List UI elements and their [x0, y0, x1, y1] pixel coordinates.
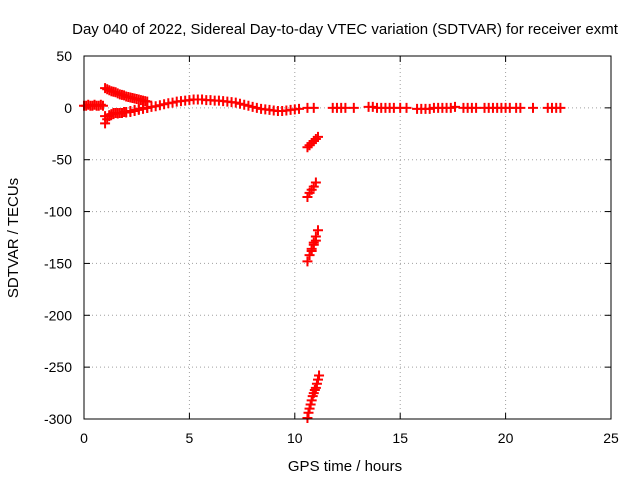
series-track-main-curve	[100, 94, 305, 122]
x-tick-label: 20	[498, 430, 514, 446]
y-axis-label: SDTVAR / TECUs	[5, 178, 22, 298]
series-track-drop-4	[302, 370, 325, 423]
data-point	[348, 102, 359, 113]
chart-title: Day 040 of 2022, Sidereal Day-to-day VTE…	[72, 21, 619, 38]
y-tick-label: -300	[44, 411, 72, 427]
series-track-sparse-mid	[302, 101, 412, 113]
y-tick-label: -50	[52, 152, 72, 168]
data-point	[528, 102, 539, 113]
series-track-late-flat	[412, 101, 566, 114]
data-point	[309, 384, 320, 395]
plot-frame	[83, 55, 612, 420]
series-track-drop-2	[302, 177, 321, 203]
data-point	[310, 231, 321, 242]
data-point	[310, 177, 321, 188]
data-point	[450, 101, 461, 112]
data-point	[312, 225, 323, 236]
data-point	[515, 102, 526, 113]
grid-lines	[84, 56, 611, 419]
x-tick-label: 15	[392, 430, 408, 446]
data-point	[471, 102, 482, 113]
x-axis-label: GPS time / hours	[288, 458, 402, 475]
y-tick-label: 0	[64, 100, 72, 116]
x-tick-label: 25	[603, 430, 619, 446]
data-point	[302, 256, 313, 267]
series-track-drop-1	[302, 131, 323, 153]
series-track-upper-branch	[100, 83, 153, 107]
x-tick-label: 0	[80, 430, 88, 446]
data-points	[79, 83, 566, 423]
tick-labels: 0 5 10 15 20 25 50 0 -50 -100 -150 -200 -250 -300	[44, 48, 619, 446]
series-track-flat-start	[79, 99, 108, 111]
x-tick-label: 5	[186, 430, 194, 446]
data-point	[308, 102, 319, 113]
y-tick-label: -250	[44, 359, 72, 375]
data-point	[555, 102, 566, 113]
series-track-drop-3	[302, 225, 323, 267]
y-tick-label: -100	[44, 204, 72, 220]
y-tick-label: 50	[56, 48, 72, 64]
data-point	[314, 370, 325, 381]
data-point	[401, 102, 412, 113]
y-tick-label: -200	[44, 307, 72, 323]
axis-ticks	[83, 55, 612, 420]
data-point	[97, 100, 108, 111]
data-point	[294, 103, 305, 114]
data-point	[308, 237, 319, 248]
data-point	[312, 131, 323, 142]
data-point	[95, 99, 106, 110]
data-point	[340, 102, 351, 113]
data-point	[302, 412, 313, 423]
x-tick-label: 10	[287, 430, 303, 446]
y-tick-label: -150	[44, 255, 72, 271]
data-point	[310, 133, 321, 144]
data-point	[306, 245, 317, 256]
